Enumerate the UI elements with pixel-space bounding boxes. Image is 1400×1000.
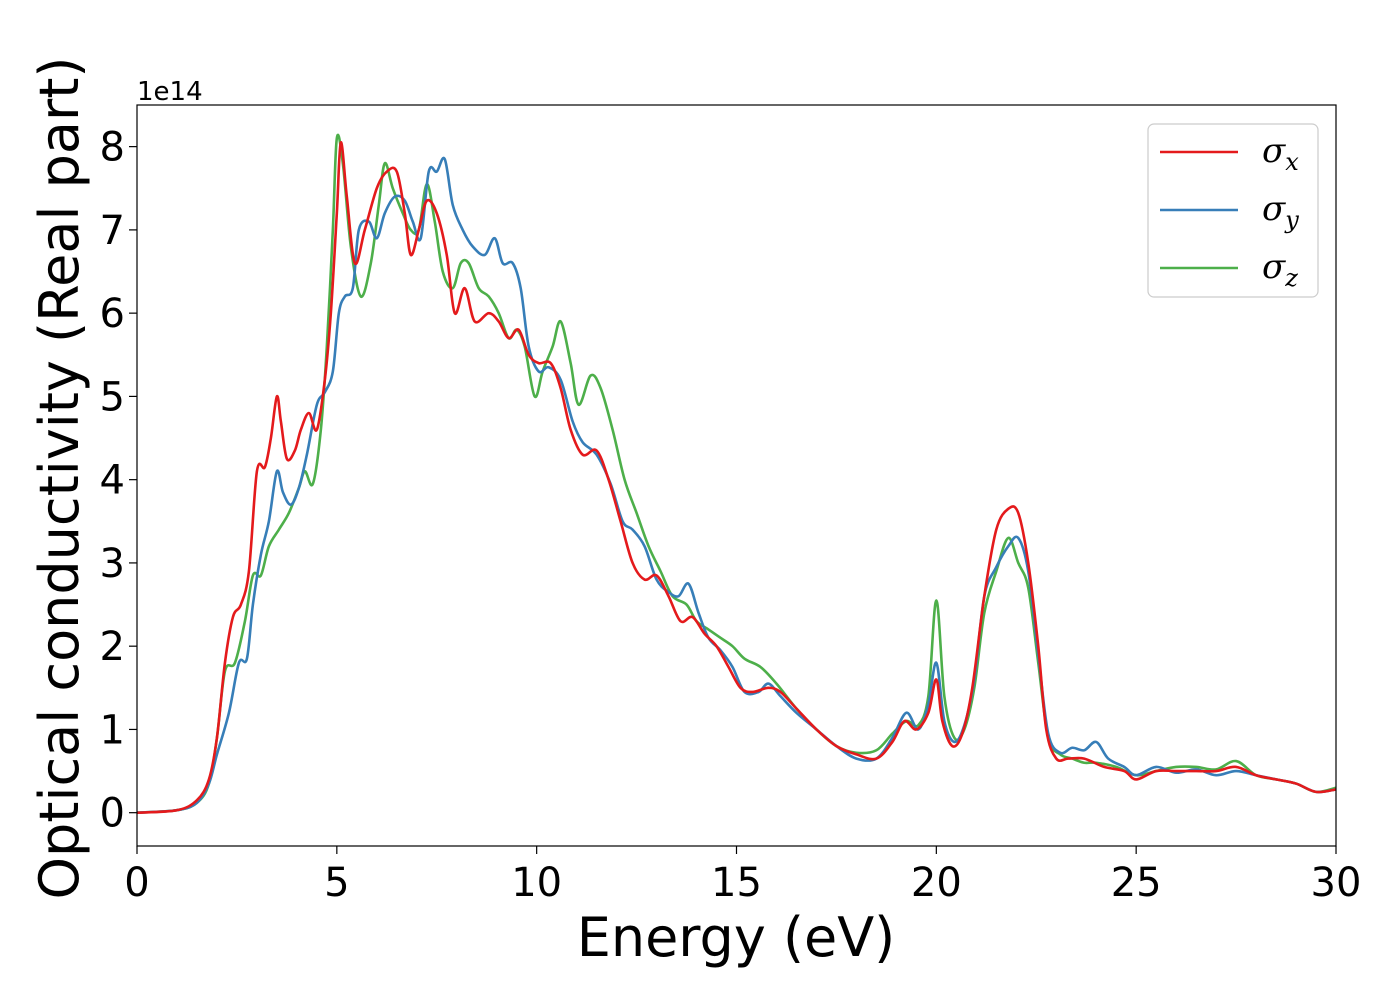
x-tick-label: 25 [1111, 860, 1162, 906]
y-tick-label: 8 [100, 125, 125, 171]
legend-label-z: σz [1262, 247, 1298, 292]
y-tick-label: 5 [100, 374, 125, 420]
y-axis-label: Optical conductivity (Real part) [28, 57, 91, 900]
x-tick-label: 30 [1311, 860, 1362, 906]
series-layer [137, 133, 1336, 814]
y-tick-label: 3 [100, 541, 125, 587]
y-tick-label: 1 [100, 707, 125, 753]
x-axis-label: Energy (eV) [577, 906, 896, 969]
legend: σx σy σz [1147, 123, 1319, 298]
y-tick-label: 2 [100, 624, 125, 670]
x-tick-label: 5 [324, 860, 349, 906]
x-axis-ticks: 0 5 10 15 20 25 30 [124, 846, 1361, 906]
legend-label-y: σy [1262, 189, 1299, 234]
y-tick-label: 6 [100, 291, 125, 337]
y-tick-label: 4 [100, 458, 125, 504]
series-line-x [137, 141, 1336, 814]
y-tick-label: 7 [100, 208, 125, 254]
x-tick-label: 10 [511, 860, 562, 906]
x-tick-label: 15 [711, 860, 762, 906]
x-tick-label: 0 [124, 860, 149, 906]
y-axis-ticks: 0 1 2 3 4 5 6 7 8 [100, 125, 137, 837]
y-tick-label: 0 [100, 791, 125, 837]
y-axis-offset-text: 1e14 [137, 77, 203, 107]
legend-label-x: σx [1262, 131, 1299, 176]
plot-frame [136, 104, 1337, 847]
x-tick-label: 20 [911, 860, 962, 906]
